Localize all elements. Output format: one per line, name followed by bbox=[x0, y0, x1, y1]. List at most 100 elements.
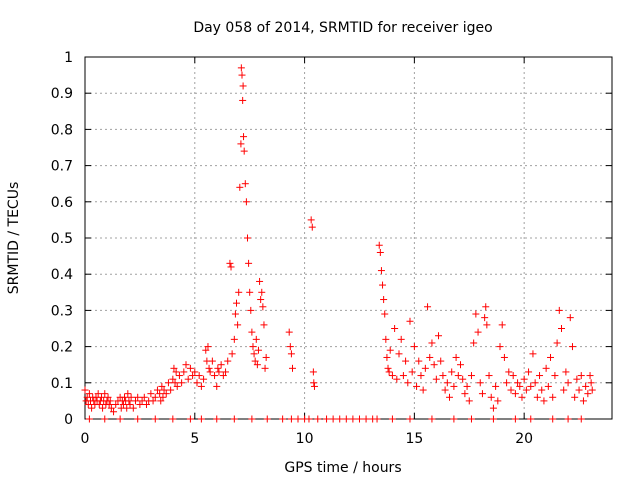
data-point bbox=[428, 339, 436, 347]
data-point bbox=[380, 296, 388, 304]
data-point bbox=[249, 343, 257, 351]
grid-lines bbox=[85, 57, 612, 419]
y-tick-label: 0.8 bbox=[51, 122, 73, 138]
data-point-zero bbox=[116, 415, 124, 423]
data-point bbox=[388, 372, 396, 380]
data-point bbox=[251, 357, 259, 365]
data-point-zero bbox=[511, 415, 519, 423]
data-point bbox=[237, 140, 245, 148]
data-point-zero bbox=[336, 415, 344, 423]
data-point bbox=[162, 390, 170, 398]
data-point bbox=[88, 404, 96, 412]
data-point bbox=[219, 372, 227, 380]
data-point bbox=[560, 386, 568, 394]
data-point bbox=[404, 379, 412, 387]
data-point bbox=[101, 390, 109, 398]
data-point bbox=[450, 382, 458, 390]
y-axis-label: SRMTID / TECUs bbox=[6, 182, 22, 295]
data-point bbox=[261, 364, 269, 372]
data-point bbox=[533, 393, 541, 401]
data-point bbox=[489, 404, 497, 412]
data-point bbox=[175, 372, 183, 380]
data-point bbox=[310, 379, 318, 387]
y-tick-label: 0.7 bbox=[51, 159, 73, 175]
data-point-zero bbox=[279, 415, 287, 423]
data-point bbox=[169, 375, 177, 383]
data-point bbox=[432, 375, 440, 383]
data-point bbox=[286, 343, 294, 351]
data-point-zero bbox=[248, 415, 256, 423]
data-point bbox=[540, 397, 548, 405]
data-point bbox=[557, 325, 565, 332]
data-point bbox=[253, 361, 261, 369]
data-point bbox=[105, 401, 113, 409]
chart-title: Day 058 of 2014, SRMTID for receiver ige… bbox=[193, 20, 492, 36]
data-point bbox=[260, 321, 268, 329]
data-point bbox=[129, 404, 137, 412]
data-point bbox=[158, 382, 166, 390]
data-point bbox=[127, 393, 135, 401]
data-point bbox=[138, 397, 146, 405]
y-tick-label: 0.3 bbox=[51, 303, 73, 319]
data-point bbox=[386, 346, 394, 354]
data-point bbox=[421, 364, 429, 372]
x-tick-label: 10 bbox=[296, 431, 314, 447]
data-point bbox=[247, 306, 255, 314]
data-point bbox=[224, 357, 232, 365]
data-point bbox=[498, 321, 506, 329]
y-tick-label: 0.1 bbox=[51, 376, 73, 392]
data-point bbox=[110, 408, 118, 416]
data-point bbox=[456, 361, 464, 369]
data-point bbox=[482, 303, 490, 311]
data-point bbox=[487, 393, 495, 401]
data-point bbox=[568, 343, 576, 351]
data-point bbox=[474, 328, 482, 336]
data-point bbox=[483, 321, 491, 329]
data-point bbox=[164, 379, 172, 387]
data-point bbox=[496, 343, 504, 351]
data-point-zero bbox=[213, 415, 221, 423]
data-point-zero bbox=[323, 415, 331, 423]
data-point bbox=[112, 401, 120, 409]
data-point bbox=[522, 386, 530, 394]
data-point bbox=[142, 401, 150, 409]
data-point bbox=[402, 357, 410, 365]
data-point bbox=[153, 386, 161, 394]
data-point bbox=[437, 357, 445, 365]
data-point bbox=[238, 71, 246, 79]
data-point-zero bbox=[151, 415, 159, 423]
data-point bbox=[448, 368, 456, 376]
data-point bbox=[213, 382, 221, 390]
y-tick-label: 0 bbox=[64, 412, 73, 428]
data-point bbox=[478, 390, 486, 398]
data-point bbox=[248, 328, 256, 336]
data-point bbox=[287, 350, 295, 358]
data-point-zero bbox=[406, 415, 414, 423]
data-point-zero bbox=[314, 415, 322, 423]
data-point-zero bbox=[577, 415, 585, 423]
data-point-zero bbox=[489, 415, 497, 423]
data-point bbox=[564, 379, 572, 387]
data-point bbox=[381, 310, 389, 318]
data-point bbox=[285, 328, 293, 336]
data-point bbox=[136, 401, 144, 409]
data-point bbox=[167, 386, 175, 394]
data-point-zero bbox=[134, 415, 142, 423]
data-point bbox=[241, 180, 249, 188]
y-tick-label: 0.6 bbox=[51, 195, 73, 211]
data-point-zero bbox=[197, 415, 205, 423]
data-point bbox=[182, 361, 190, 369]
data-point bbox=[406, 317, 414, 325]
data-point bbox=[184, 375, 192, 383]
plot-frame bbox=[84, 56, 613, 420]
x-axis-label: GPS time / hours bbox=[284, 460, 401, 476]
data-point bbox=[197, 382, 205, 390]
data-point bbox=[245, 259, 253, 267]
data-point bbox=[410, 343, 418, 351]
data-point bbox=[81, 386, 89, 394]
data-point bbox=[544, 382, 552, 390]
data-point bbox=[553, 339, 561, 347]
data-point bbox=[239, 96, 247, 104]
data-point bbox=[149, 397, 157, 405]
data-point bbox=[467, 372, 475, 380]
